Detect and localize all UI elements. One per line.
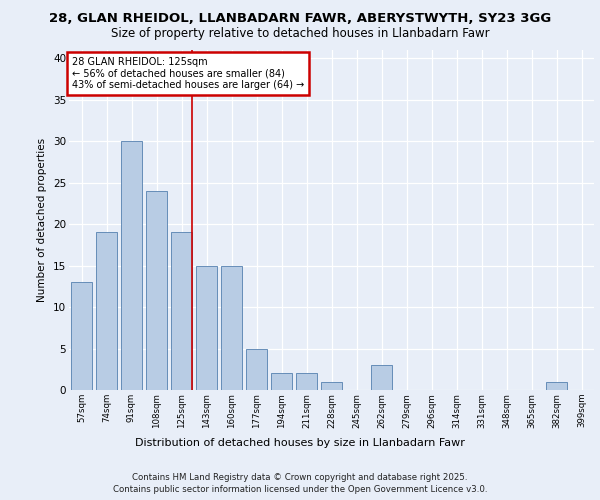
Text: Contains HM Land Registry data © Crown copyright and database right 2025.: Contains HM Land Registry data © Crown c…: [132, 472, 468, 482]
Bar: [296, 374, 317, 390]
Bar: [71, 282, 92, 390]
Y-axis label: Number of detached properties: Number of detached properties: [37, 138, 47, 302]
Text: Size of property relative to detached houses in Llanbadarn Fawr: Size of property relative to detached ho…: [110, 28, 490, 40]
Text: Distribution of detached houses by size in Llanbadarn Fawr: Distribution of detached houses by size …: [135, 438, 465, 448]
Bar: [96, 232, 117, 390]
Bar: [121, 141, 142, 390]
Bar: [146, 191, 167, 390]
Text: 28, GLAN RHEIDOL, LLANBADARN FAWR, ABERYSTWYTH, SY23 3GG: 28, GLAN RHEIDOL, LLANBADARN FAWR, ABERY…: [49, 12, 551, 26]
Bar: [221, 266, 242, 390]
Bar: [371, 365, 392, 390]
Bar: [196, 266, 217, 390]
Bar: [546, 382, 567, 390]
Bar: [321, 382, 342, 390]
Text: 28 GLAN RHEIDOL: 125sqm
← 56% of detached houses are smaller (84)
43% of semi-de: 28 GLAN RHEIDOL: 125sqm ← 56% of detache…: [71, 57, 304, 90]
Bar: [246, 348, 267, 390]
Text: Contains public sector information licensed under the Open Government Licence v3: Contains public sector information licen…: [113, 485, 487, 494]
Bar: [271, 374, 292, 390]
Bar: [171, 232, 192, 390]
